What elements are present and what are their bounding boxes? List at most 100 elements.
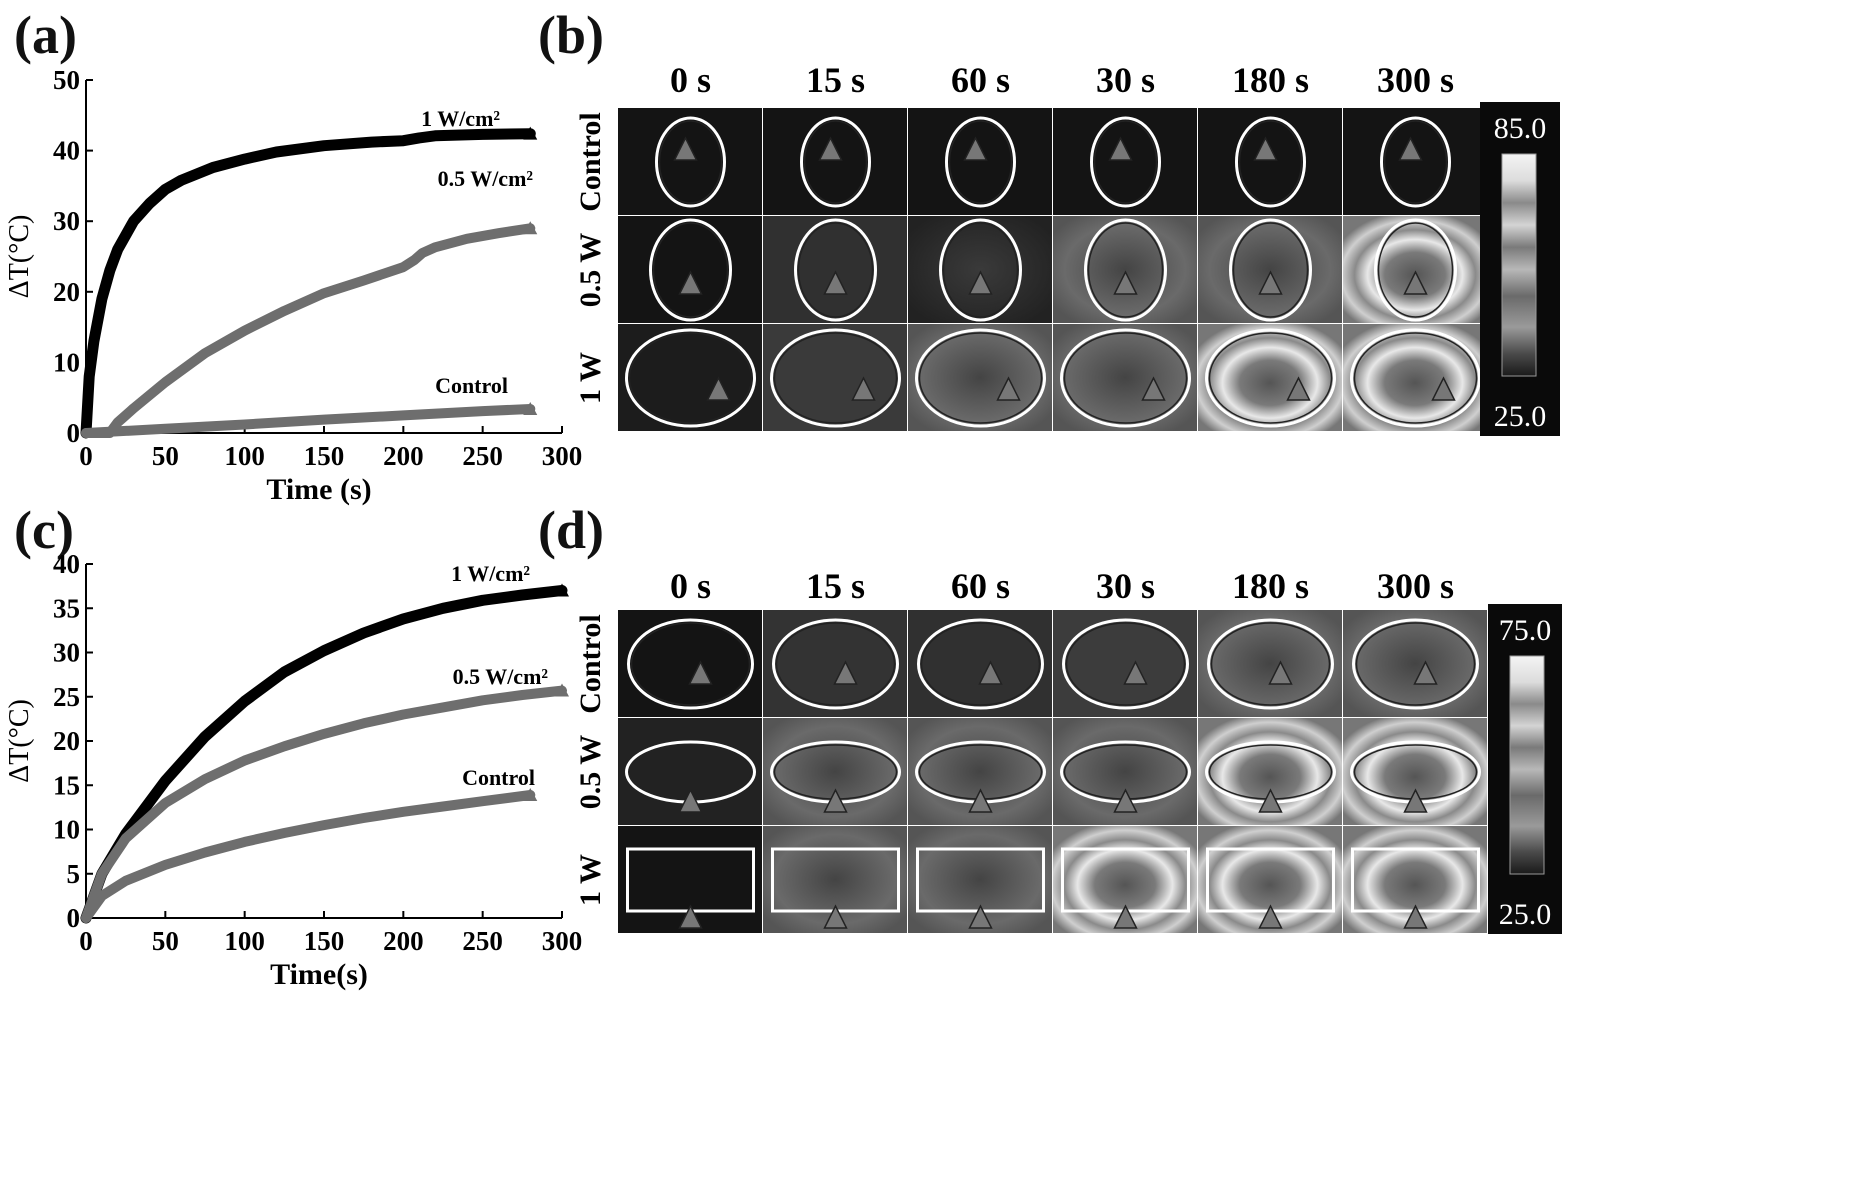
region-outline bbox=[1380, 116, 1451, 208]
region-outline-inner bbox=[775, 622, 896, 706]
thermal-cell bbox=[1053, 826, 1197, 933]
colorbar-frame bbox=[1488, 604, 1562, 934]
x-tick-label: 200 bbox=[383, 926, 424, 956]
marker-triangle bbox=[968, 788, 993, 813]
x-tick-label: 150 bbox=[304, 441, 345, 471]
series-label-2: Control bbox=[435, 373, 508, 398]
x-tick-label: 300 bbox=[542, 441, 583, 471]
region-outline bbox=[770, 740, 901, 804]
thermal-cell bbox=[1198, 216, 1342, 323]
thermal-cell bbox=[763, 216, 907, 323]
marker-triangle bbox=[851, 376, 876, 401]
marker-triangle bbox=[1258, 270, 1283, 295]
thermal-cell bbox=[908, 324, 1052, 431]
y-tick-label: 40 bbox=[53, 136, 80, 166]
marker-triangle bbox=[1113, 904, 1138, 929]
region-outline-inner bbox=[1232, 222, 1309, 318]
x-tick-label: 50 bbox=[152, 926, 179, 956]
series-end-marker-0 bbox=[523, 126, 538, 140]
marker-triangle bbox=[706, 376, 731, 401]
series-line-2 bbox=[81, 404, 536, 438]
region-outline bbox=[625, 740, 756, 804]
region-outline bbox=[627, 618, 754, 710]
thermal-cell bbox=[1198, 324, 1342, 431]
marker-triangle bbox=[1268, 660, 1293, 685]
thermal-cell bbox=[1343, 610, 1487, 717]
series-end-marker-2 bbox=[523, 401, 538, 415]
marker-triangle bbox=[1113, 788, 1138, 813]
region-outline bbox=[917, 618, 1044, 710]
series-label-1: 0.5 W/cm² bbox=[438, 166, 534, 191]
marker-triangle bbox=[823, 788, 848, 813]
region-outline-inner bbox=[1063, 744, 1188, 800]
marker-triangle bbox=[968, 904, 993, 929]
x-tick-label: 50 bbox=[152, 441, 179, 471]
region-outline bbox=[649, 218, 732, 322]
region-outline-inner bbox=[628, 744, 753, 800]
region-outline-inner bbox=[1208, 332, 1333, 424]
chart-a: 0 50 100 150 200 250 300 0 10 20 30 40 50 Time (s) ΔT(… bbox=[4, 65, 583, 506]
region-outline-inner bbox=[1353, 744, 1478, 800]
region-outline bbox=[626, 847, 755, 913]
thermal-cell bbox=[908, 216, 1052, 323]
y-axis-label: ΔT(°C) bbox=[4, 215, 35, 299]
thermal-cell bbox=[618, 718, 762, 825]
region-outline-inner bbox=[652, 222, 729, 318]
region-outline bbox=[1351, 847, 1480, 913]
region-outline bbox=[916, 847, 1045, 913]
time-label: 0 s bbox=[670, 60, 711, 100]
y-tick-label: 0 bbox=[67, 903, 81, 933]
thermal-cell bbox=[763, 718, 907, 825]
region-outline bbox=[1090, 116, 1161, 208]
region-outline bbox=[1205, 328, 1336, 428]
region-outline bbox=[1350, 740, 1481, 804]
region-outline-inner bbox=[1210, 622, 1331, 706]
panel-label-b: (b) bbox=[538, 5, 604, 65]
y-tick-label: 20 bbox=[53, 277, 80, 307]
time-label: 30 s bbox=[1096, 566, 1155, 606]
time-label: 180 s bbox=[1232, 566, 1309, 606]
marker-triangle bbox=[678, 788, 703, 813]
thermal-cell bbox=[618, 324, 762, 431]
marker-triangle bbox=[1403, 788, 1428, 813]
marker-triangle bbox=[1286, 376, 1311, 401]
region-outline bbox=[1060, 740, 1191, 804]
region-outline bbox=[939, 218, 1022, 322]
region-outline bbox=[1060, 328, 1191, 428]
colorbar-min: 25.0 bbox=[1494, 400, 1547, 433]
colorbar-max: 85.0 bbox=[1494, 112, 1547, 145]
colorbar-max: 75.0 bbox=[1499, 614, 1552, 647]
y-tick-label: 35 bbox=[53, 593, 80, 623]
region-outline bbox=[1206, 847, 1335, 913]
y-tick-label: 5 bbox=[67, 859, 81, 889]
region-outline bbox=[1374, 218, 1457, 322]
y-tick-label: 30 bbox=[53, 206, 80, 236]
y-tick-label: 40 bbox=[53, 549, 80, 579]
y-tick-label: 15 bbox=[53, 770, 80, 800]
series-end-marker-1 bbox=[523, 221, 538, 235]
marker-triangle bbox=[968, 270, 993, 295]
region-outline bbox=[915, 740, 1046, 804]
thermal-cell bbox=[1053, 718, 1197, 825]
thermal-cell bbox=[908, 718, 1052, 825]
series-label-2: Control bbox=[462, 765, 535, 790]
colorbar-gradient bbox=[1509, 655, 1545, 875]
region-outline-inner bbox=[920, 622, 1041, 706]
marker-triangle bbox=[833, 660, 858, 685]
thermal-cell bbox=[618, 610, 762, 717]
region-outline-inner bbox=[1355, 622, 1476, 706]
marker-triangle bbox=[818, 136, 843, 161]
time-label: 0 s bbox=[670, 566, 711, 606]
region-outline-inner bbox=[628, 332, 753, 424]
region-outline bbox=[1062, 618, 1189, 710]
marker-triangle bbox=[1403, 904, 1428, 929]
thermal-cell bbox=[618, 826, 762, 933]
region-outline bbox=[655, 116, 726, 208]
marker-triangle bbox=[688, 660, 713, 685]
thermal-cell bbox=[1343, 324, 1487, 431]
region-outline-inner bbox=[1063, 332, 1188, 424]
thermal-cell bbox=[763, 826, 907, 933]
series-line-1 bbox=[81, 685, 567, 923]
region-outline bbox=[1205, 740, 1336, 804]
thermal-cell bbox=[1343, 108, 1487, 215]
